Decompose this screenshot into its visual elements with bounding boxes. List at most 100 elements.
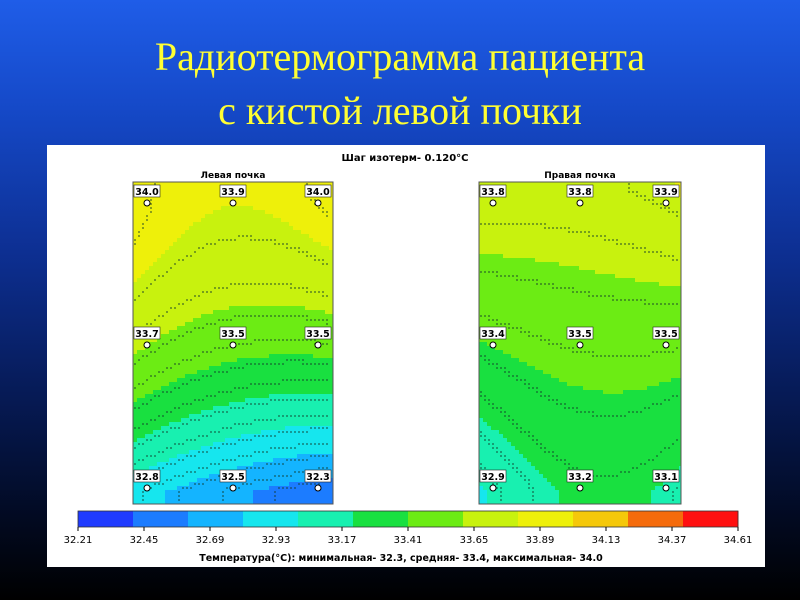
heat-cell — [193, 478, 198, 483]
heat-cell — [269, 242, 274, 247]
heat-cell — [301, 222, 306, 227]
heat-cell — [197, 230, 202, 235]
heat-cell — [181, 246, 186, 251]
heat-cell — [161, 422, 166, 427]
heat-cell — [265, 494, 270, 499]
heat-cell — [233, 394, 238, 399]
heat-cell — [169, 314, 174, 319]
heat-cell — [249, 390, 254, 395]
heat-cell — [285, 270, 290, 275]
heat-cell — [181, 502, 186, 504]
heat-cell — [165, 338, 170, 343]
heat-cell — [313, 226, 318, 231]
heat-cell — [217, 386, 222, 391]
heat-cell — [317, 306, 322, 311]
heat-cell — [177, 298, 182, 303]
isotherm-segment — [262, 451, 264, 453]
isotherm-segment — [198, 399, 200, 401]
heat-cell — [269, 194, 274, 199]
heat-cell — [169, 498, 174, 503]
isotherm-segment — [302, 363, 304, 365]
heat-cell — [145, 482, 150, 487]
heat-cell — [209, 326, 214, 331]
heat-cell — [309, 182, 314, 187]
isotherm-segment — [234, 387, 236, 389]
heat-cell — [241, 462, 246, 467]
sensor-label-box — [133, 184, 161, 198]
heat-cell — [313, 382, 318, 387]
heat-cell — [161, 458, 166, 463]
heat-cell — [193, 382, 198, 387]
heat-cell — [141, 406, 146, 411]
heat-cell — [173, 326, 178, 331]
isotherm-segment — [154, 419, 156, 421]
heat-cell — [153, 310, 158, 315]
heat-cell — [149, 222, 154, 227]
isotherm-segment — [326, 415, 328, 417]
isotherm-segment — [230, 443, 232, 445]
heat-cell — [269, 438, 274, 443]
heat-cell — [193, 450, 198, 455]
isotherm-segment — [326, 295, 328, 297]
heat-cell — [225, 182, 230, 187]
heat-cell — [281, 318, 286, 323]
heat-cell — [145, 442, 150, 447]
heat-cell — [145, 458, 150, 463]
heat-cell — [321, 430, 326, 435]
heat-cell — [189, 502, 194, 504]
heat-cell — [293, 274, 298, 279]
heat-cell — [201, 406, 206, 411]
heat-cell — [157, 502, 162, 504]
heat-cell — [277, 402, 282, 407]
heat-cell — [165, 282, 170, 287]
heat-cell — [201, 286, 206, 291]
heat-cell — [209, 482, 214, 487]
heat-cell — [313, 206, 318, 211]
heat-cell — [169, 278, 174, 283]
isotherm-segment — [318, 363, 320, 365]
heat-cell — [301, 366, 306, 371]
thermogram-panel: Шаг изотерм- 0.120°C Левая почка 34.0 33.9… — [47, 145, 765, 567]
heat-cell — [153, 282, 158, 287]
heat-cell — [173, 282, 178, 287]
heat-cell — [611, 194, 616, 199]
isotherm-segment — [142, 355, 144, 357]
heat-cell — [157, 234, 162, 239]
heat-cell — [201, 410, 206, 415]
isotherm-segment — [214, 411, 216, 413]
heat-cell — [309, 314, 314, 319]
heat-cell — [205, 446, 210, 451]
heat-cell — [679, 198, 681, 203]
isotherm-segment — [210, 351, 212, 353]
heat-cell — [329, 310, 333, 315]
heat-cell — [281, 406, 286, 411]
isotherm-segment — [286, 431, 288, 433]
heat-cell — [305, 486, 310, 491]
heat-cell — [185, 210, 190, 215]
heat-cell — [293, 258, 298, 263]
heat-cell — [265, 246, 270, 251]
heat-cell — [253, 266, 258, 271]
heat-cell — [189, 382, 194, 387]
heat-cell — [169, 474, 174, 479]
heat-cell — [205, 490, 210, 495]
heat-cell — [221, 378, 226, 383]
isotherm-segment — [178, 499, 180, 501]
heat-cell — [225, 502, 230, 504]
isotherm-segment — [194, 251, 196, 253]
heat-cell — [281, 358, 286, 363]
heat-cell — [189, 274, 194, 279]
heat-cell — [173, 314, 178, 319]
heat-cell — [329, 442, 333, 447]
heat-cell — [237, 390, 242, 395]
heat-cell — [309, 230, 314, 235]
heat-cell — [289, 202, 294, 207]
heat-cell — [277, 422, 282, 427]
heat-cell — [277, 342, 282, 347]
heat-cell — [285, 226, 290, 231]
isotherm-segment — [266, 339, 268, 341]
heat-cell — [173, 186, 178, 191]
heat-cell — [297, 202, 302, 207]
heat-cell — [233, 438, 238, 443]
